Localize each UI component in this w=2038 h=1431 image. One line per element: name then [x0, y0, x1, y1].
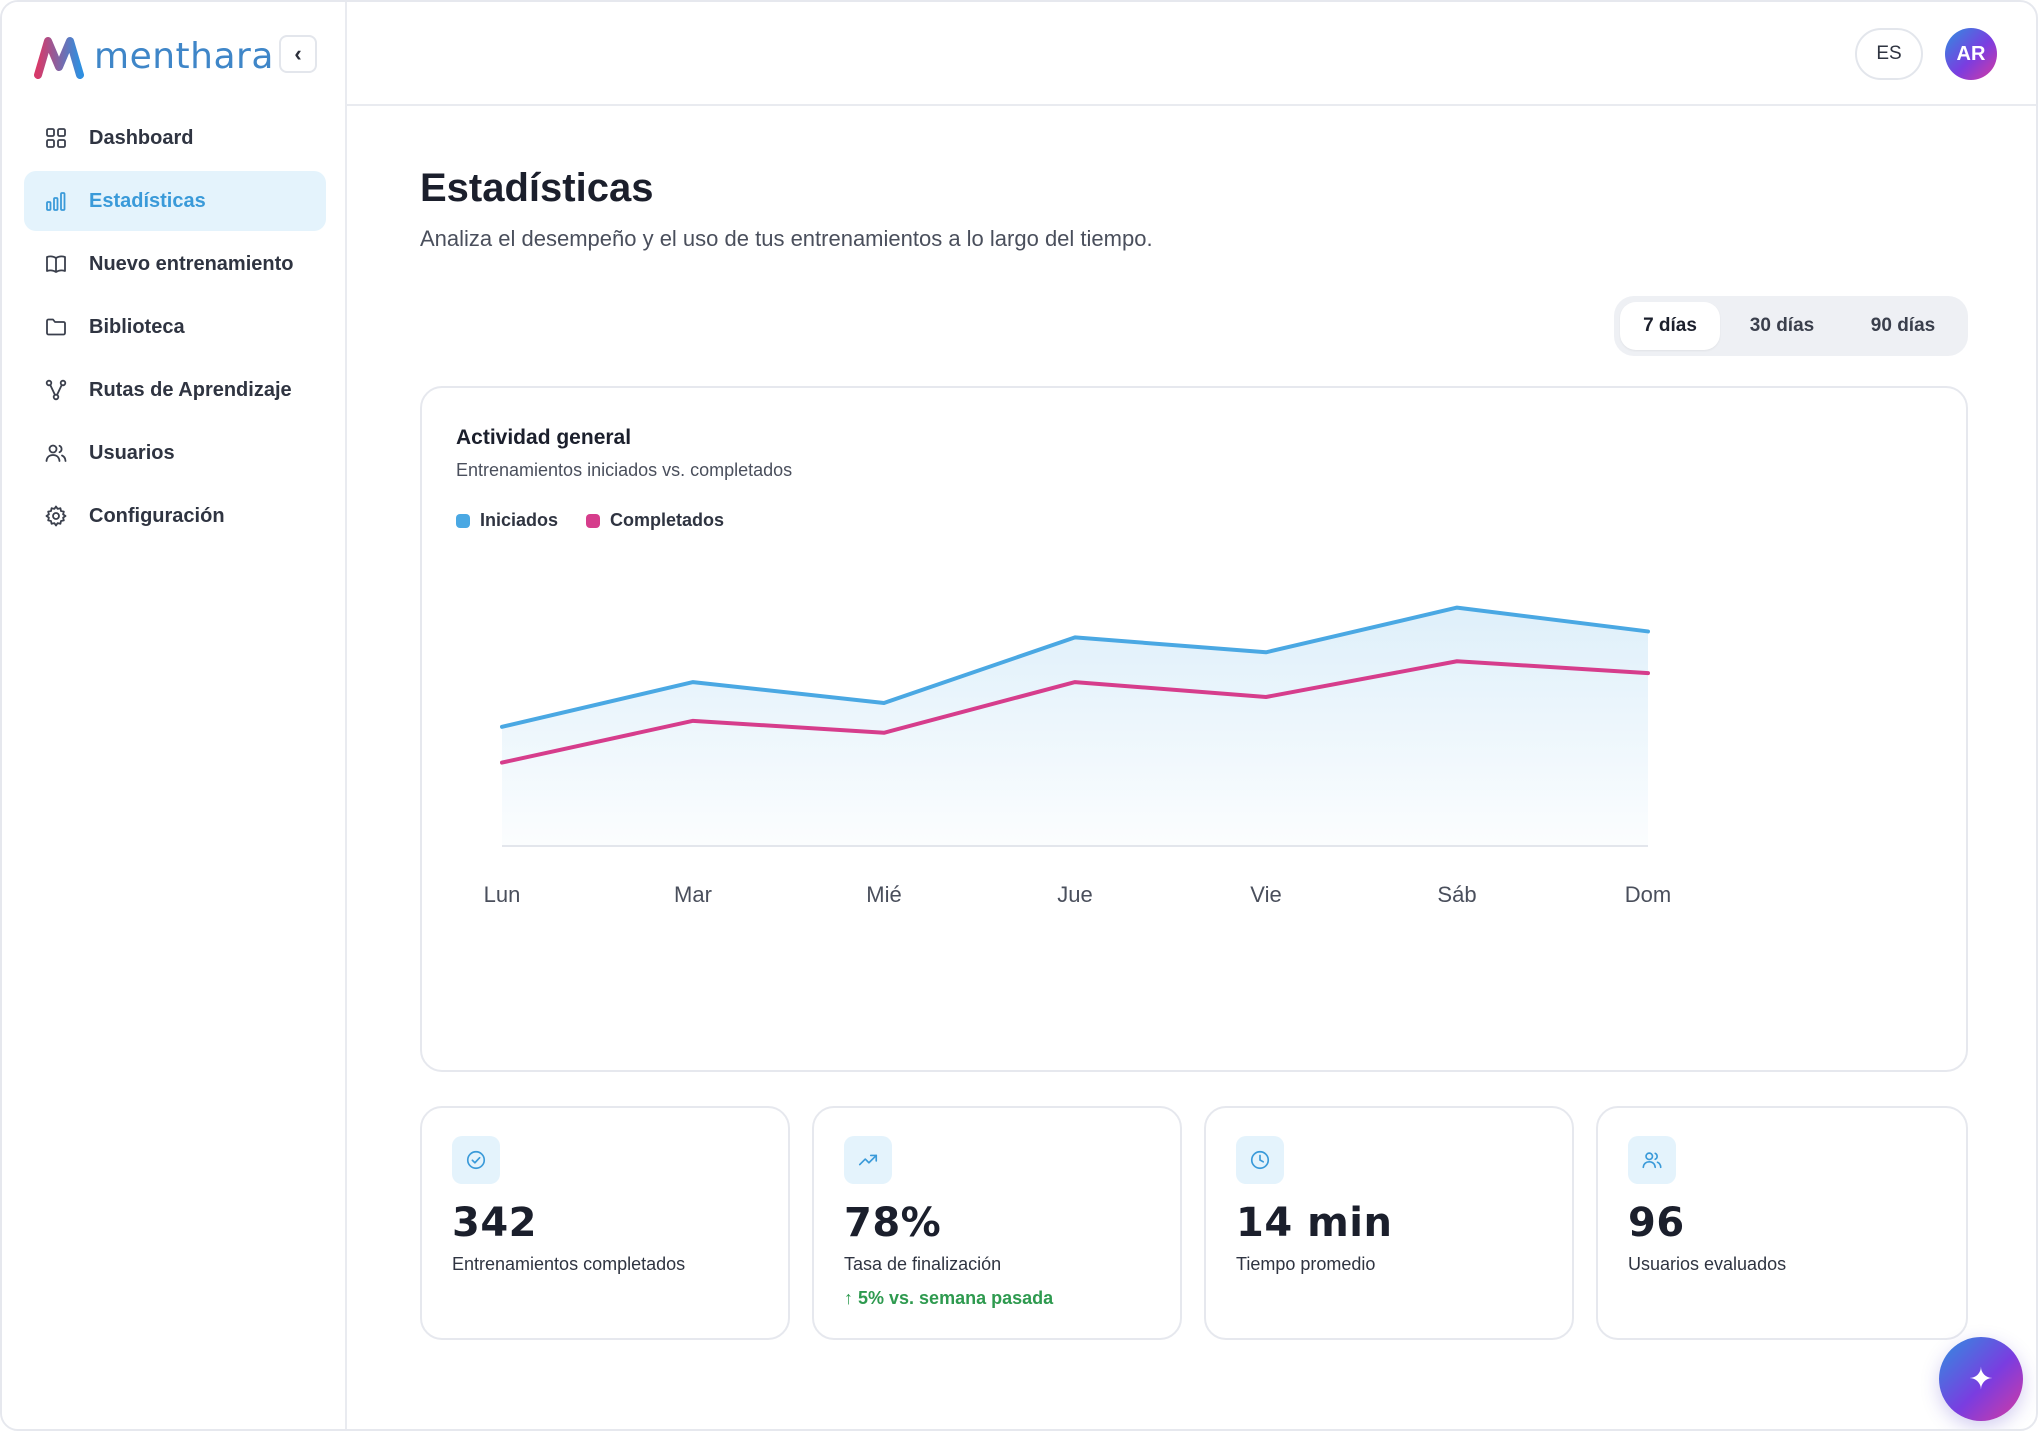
sidebar-item-label: Estadísticas	[89, 189, 206, 212]
sidebar-item-biblioteca[interactable]: Biblioteca	[24, 297, 326, 357]
ai-assistant-button[interactable]: ✦	[1939, 1337, 2023, 1421]
kpi-value: 342	[452, 1200, 537, 1246]
gear-icon	[43, 503, 69, 529]
trending-up-icon	[844, 1136, 892, 1184]
legend-item-completados: Completados	[586, 510, 724, 531]
activity-chart-card: Lun Mar Mié Jue Vie Sáb Dom Actividad general …	[420, 386, 1968, 1072]
grid-icon	[43, 125, 69, 151]
legend-label: Completados	[610, 510, 725, 530]
sidebar-item-label: Configuración	[89, 504, 225, 527]
top-bar: ES AR	[347, 2, 2036, 106]
series-line-completados	[500, 659, 1650, 765]
kpi-value: 14 min	[1236, 1200, 1393, 1246]
sidebar-item-label: Biblioteca	[89, 315, 185, 338]
legend-item-iniciados: Iniciados	[456, 510, 558, 531]
series-area-iniciados	[502, 607, 1648, 846]
kpi-card-completed: 342 Entrenamientos completados	[420, 1106, 790, 1340]
page-subtitle: Analiza el desempeño y el uso de tus ent…	[420, 226, 1153, 251]
kpi-delta: ↑ 5% vs. semana pasada	[844, 1288, 1054, 1308]
legend-swatch-iniciados	[456, 513, 470, 528]
x-tick-label: Sáb	[1437, 882, 1476, 907]
sidebar-item-rutas-de-aprendizaje[interactable]: Rutas de Aprendizaje	[24, 360, 326, 420]
x-tick-label: Vie	[1250, 882, 1281, 907]
series-line-iniciados	[500, 605, 1650, 729]
chart-title: Actividad general	[456, 426, 632, 449]
sidebar-item-dashboard[interactable]: Dashboard	[24, 108, 326, 168]
brand-name: menthara	[94, 35, 274, 77]
x-tick-label: Mar	[674, 882, 712, 907]
chart-legend: Iniciados Completados	[456, 510, 752, 531]
user-avatar[interactable]: AR	[1945, 28, 1997, 80]
kpi-label: Usuarios evaluados	[1628, 1254, 1787, 1274]
sidebar-item-estadisticas[interactable]: Estadísticas	[24, 171, 326, 231]
x-tick-label: Jue	[1057, 882, 1092, 907]
page-title: Estadísticas	[420, 166, 654, 210]
book-open-icon	[43, 251, 69, 277]
x-tick-label: Dom	[1625, 882, 1671, 907]
kpi-card-users-evaluated: 96 Usuarios evaluados	[1596, 1106, 1968, 1340]
legend-swatch-completados	[586, 513, 601, 528]
sidebar-nav: Dashboard Estadísticas Nuevo entrenamien…	[24, 108, 326, 549]
check-circle-icon	[452, 1136, 500, 1184]
kpi-value: 96	[1628, 1200, 1685, 1246]
kpi-label: Tasa de finalización	[844, 1254, 1002, 1274]
kpi-value: 78%	[844, 1200, 942, 1246]
chevron-left-icon: ‹	[294, 41, 302, 66]
sidebar-item-configuracion[interactable]: Configuración	[24, 486, 326, 546]
clock-icon	[1236, 1136, 1284, 1184]
collapse-sidebar-button[interactable]: ‹	[279, 35, 317, 73]
sidebar-item-label: Dashboard	[89, 126, 194, 149]
users-icon	[43, 440, 69, 466]
x-tick-label: Mié	[866, 882, 901, 907]
chart-subtitle: Entrenamientos iniciados vs. completados	[456, 460, 793, 480]
range-7-days-button[interactable]: 7 días	[1620, 302, 1720, 350]
language-switcher-button[interactable]: ES	[1855, 28, 1923, 80]
kpi-cards: 342 Entrenamientos completados 78% Tasa …	[420, 1106, 1968, 1340]
sidebar-item-label: Usuarios	[89, 441, 175, 464]
sparkle-icon: ✦	[1968, 1362, 1994, 1396]
range-30-days-button[interactable]: 30 días	[1749, 315, 1815, 336]
activity-line-chart: Lun Mar Mié Jue Vie Sáb Dom	[484, 605, 1671, 907]
range-90-days-button[interactable]: 90 días	[1870, 315, 1936, 336]
route-icon	[43, 377, 69, 403]
sidebar-item-label: Nuevo entrenamiento	[89, 252, 294, 275]
date-range-selector: 7 días 30 días 90 días	[1614, 296, 1968, 356]
sidebar: menthara ‹ Dashboard Estadísticas	[2, 2, 347, 1429]
brand-logo[interactable]: menthara ‹	[32, 32, 332, 80]
logo-mark-icon	[34, 37, 84, 79]
legend-label: Iniciados	[480, 510, 559, 530]
x-tick-label: Lun	[484, 882, 521, 907]
kpi-label: Entrenamientos completados	[452, 1254, 686, 1274]
folder-icon	[43, 314, 69, 340]
kpi-card-average-time: 14 min Tiempo promedio	[1204, 1106, 1574, 1340]
bar-chart-icon	[43, 188, 69, 214]
sidebar-item-usuarios[interactable]: Usuarios	[24, 423, 326, 483]
kpi-label: Tiempo promedio	[1236, 1254, 1376, 1274]
users-icon	[1628, 1136, 1676, 1184]
kpi-card-completion-rate: 78% Tasa de finalización ↑ 5% vs. semana…	[812, 1106, 1182, 1340]
sidebar-item-label: Rutas de Aprendizaje	[89, 378, 292, 401]
sidebar-item-nuevo-entrenamiento[interactable]: Nuevo entrenamiento	[24, 234, 326, 294]
